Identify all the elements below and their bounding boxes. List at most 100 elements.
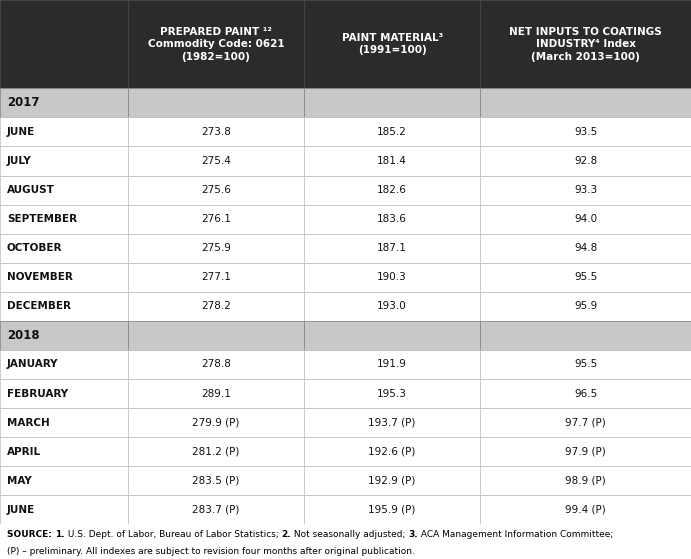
Text: SOURCE:: SOURCE:	[7, 530, 55, 539]
Bar	[128, 176, 304, 205]
Text: 95.5: 95.5	[574, 272, 597, 282]
Bar	[128, 379, 304, 408]
Bar	[480, 146, 691, 176]
Text: AUGUST: AUGUST	[7, 185, 55, 195]
Bar	[0, 437, 128, 466]
Bar	[304, 117, 480, 146]
Text: 281.2 (P): 281.2 (P)	[192, 447, 240, 457]
Bar	[128, 88, 304, 117]
Bar	[128, 292, 304, 321]
Bar	[480, 234, 691, 263]
Bar	[304, 88, 480, 117]
Bar	[304, 379, 480, 408]
Bar	[128, 234, 304, 263]
Bar	[304, 292, 480, 321]
Text: JUNE: JUNE	[7, 127, 35, 137]
Text: JULY: JULY	[7, 156, 32, 166]
Bar	[128, 117, 304, 146]
Text: 279.9 (P): 279.9 (P)	[192, 418, 240, 428]
Text: 2.: 2.	[281, 530, 291, 539]
Bar	[128, 205, 304, 234]
Text: 94.0: 94.0	[574, 214, 597, 224]
Bar	[480, 88, 691, 117]
Bar	[128, 408, 304, 437]
Bar	[0, 176, 128, 205]
Text: 95.5: 95.5	[574, 359, 597, 369]
Text: 289.1: 289.1	[201, 389, 231, 399]
Bar	[0, 263, 128, 292]
Text: Not seasonally adjusted;: Not seasonally adjusted;	[291, 530, 408, 539]
Bar	[480, 408, 691, 437]
Text: 278.8: 278.8	[201, 359, 231, 369]
Text: 193.7 (P): 193.7 (P)	[368, 418, 416, 428]
Bar	[0, 408, 128, 437]
Bar	[0, 205, 128, 234]
Text: 97.9 (P): 97.9 (P)	[565, 447, 606, 457]
Text: 192.9 (P): 192.9 (P)	[368, 476, 416, 486]
Text: 187.1: 187.1	[377, 243, 407, 253]
Bar	[480, 495, 691, 524]
Bar	[128, 466, 304, 495]
Text: 94.8: 94.8	[574, 243, 597, 253]
Bar	[304, 350, 480, 379]
Text: MARCH: MARCH	[7, 418, 50, 428]
Text: 283.5 (P): 283.5 (P)	[192, 476, 240, 486]
Text: ACA Management Information Committee;: ACA Management Information Committee;	[417, 530, 613, 539]
Text: 182.6: 182.6	[377, 185, 407, 195]
Bar	[480, 350, 691, 379]
Bar	[0, 88, 128, 117]
Text: 273.8: 273.8	[201, 127, 231, 137]
Bar	[304, 205, 480, 234]
Bar	[0, 524, 691, 559]
Bar	[480, 263, 691, 292]
Bar	[480, 466, 691, 495]
Bar	[128, 437, 304, 466]
Text: 92.8: 92.8	[574, 156, 597, 166]
Bar	[304, 437, 480, 466]
Bar	[0, 117, 128, 146]
Text: 2018: 2018	[7, 329, 39, 342]
Text: 185.2: 185.2	[377, 127, 407, 137]
Text: U.S. Dept. of Labor, Bureau of Labor Statistics;: U.S. Dept. of Labor, Bureau of Labor Sta…	[64, 530, 281, 539]
Text: NOVEMBER: NOVEMBER	[7, 272, 73, 282]
Bar	[304, 234, 480, 263]
Bar	[304, 176, 480, 205]
Bar	[0, 321, 128, 350]
Text: NET INPUTS TO COATINGS
INDUSTRY⁴ Index
(March 2013=100): NET INPUTS TO COATINGS INDUSTRY⁴ Index (…	[509, 27, 662, 61]
Text: 99.4 (P): 99.4 (P)	[565, 505, 606, 515]
Text: 275.9: 275.9	[201, 243, 231, 253]
Text: 193.0: 193.0	[377, 301, 407, 311]
Bar	[304, 408, 480, 437]
Bar	[128, 321, 304, 350]
Bar	[0, 379, 128, 408]
Bar	[128, 146, 304, 176]
Bar	[128, 350, 304, 379]
Text: 93.3: 93.3	[574, 185, 597, 195]
Bar	[0, 234, 128, 263]
Text: 93.5: 93.5	[574, 127, 597, 137]
Bar	[0, 466, 128, 495]
Bar	[480, 437, 691, 466]
Text: PREPARED PAINT ¹²
Commodity Code: 0621
(1982=100): PREPARED PAINT ¹² Commodity Code: 0621 (…	[148, 27, 284, 61]
Bar	[480, 292, 691, 321]
Text: PAINT MATERIAL³
(1991=100): PAINT MATERIAL³ (1991=100)	[341, 33, 443, 55]
Text: 2017: 2017	[7, 96, 39, 110]
Text: 190.3: 190.3	[377, 272, 407, 282]
Text: 278.2: 278.2	[201, 301, 231, 311]
Text: 276.1: 276.1	[201, 214, 231, 224]
Text: 275.4: 275.4	[201, 156, 231, 166]
Text: OCTOBER: OCTOBER	[7, 243, 62, 253]
Bar	[128, 0, 304, 88]
Bar	[304, 466, 480, 495]
Bar	[0, 146, 128, 176]
Bar	[304, 263, 480, 292]
Bar	[304, 0, 480, 88]
Bar	[480, 205, 691, 234]
Text: 181.4: 181.4	[377, 156, 407, 166]
Text: 195.3: 195.3	[377, 389, 407, 399]
Text: 98.9 (P): 98.9 (P)	[565, 476, 606, 486]
Bar	[128, 495, 304, 524]
Text: 191.9: 191.9	[377, 359, 407, 369]
Bar	[480, 379, 691, 408]
Bar	[128, 263, 304, 292]
